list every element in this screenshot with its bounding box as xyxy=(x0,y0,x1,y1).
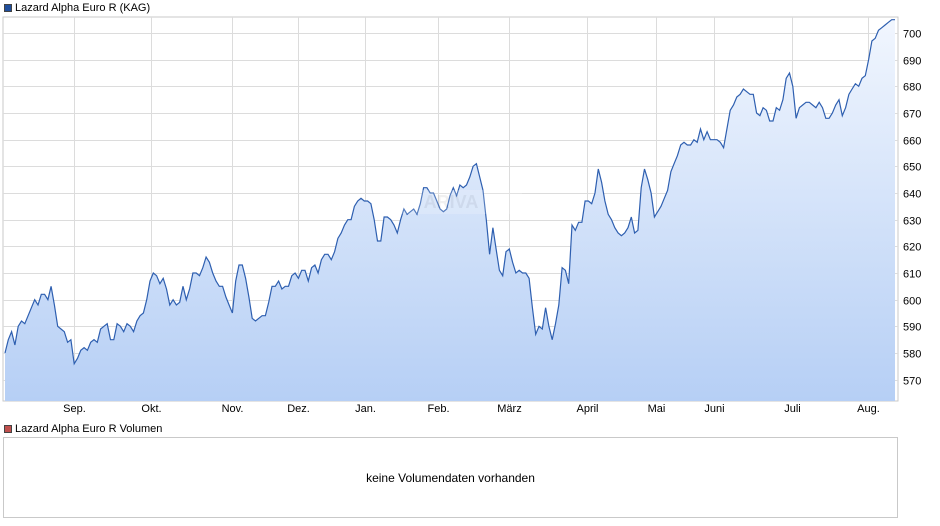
x-axis: Sep. Okt. Nov. Dez. Jan. Feb. März April Mai Juni… xyxy=(63,403,880,415)
x-tick-label: Juni xyxy=(704,403,724,415)
y-tick-label: 680 xyxy=(903,82,921,94)
y-tick-label: 660 xyxy=(903,136,921,148)
x-tick-label: Juli xyxy=(784,403,801,415)
x-tick-label: Feb. xyxy=(427,403,449,415)
x-tick-label: März xyxy=(497,403,521,415)
volume-legend: Lazard Alpha Euro R Volumen xyxy=(4,423,162,435)
price-legend: Lazard Alpha Euro R (KAG) xyxy=(4,2,150,14)
x-tick-label: Okt. xyxy=(141,403,161,415)
x-tick-label: Mai xyxy=(648,403,666,415)
y-tick-label: 650 xyxy=(903,162,921,174)
watermark-logo: ARIVA xyxy=(380,190,522,214)
x-tick-label: Aug. xyxy=(857,403,880,415)
volume-legend-label: Lazard Alpha Euro R Volumen xyxy=(15,423,163,435)
price-legend-label: Lazard Alpha Euro R (KAG) xyxy=(15,2,151,14)
price-line xyxy=(4,19,895,366)
y-tick-label: 630 xyxy=(903,216,921,228)
y-tick-label: 570 xyxy=(903,376,921,388)
volume-panel: keine Volumendaten vorhanden xyxy=(3,437,898,518)
x-tick-label: Dez. xyxy=(287,403,310,415)
volume-legend-swatch xyxy=(4,425,12,433)
y-tick-label: 610 xyxy=(903,269,921,281)
x-tick-label: Jan. xyxy=(355,403,376,415)
y-tick-label: 690 xyxy=(903,56,921,68)
y-tick-label: 620 xyxy=(903,242,921,254)
x-tick-label: Nov. xyxy=(222,403,244,415)
y-tick-label: 600 xyxy=(903,296,921,308)
price-legend-swatch xyxy=(4,4,12,12)
y-tick-label: 700 xyxy=(903,29,921,41)
y-tick-label: 640 xyxy=(903,189,921,201)
y-tick-label: 580 xyxy=(903,349,921,361)
y-tick-label: 590 xyxy=(903,322,921,334)
price-area-fill xyxy=(5,19,895,401)
x-tick-label: Sep. xyxy=(63,403,86,415)
volume-empty-message: keine Volumendaten vorhanden xyxy=(366,471,535,485)
svg-text:ARIVA: ARIVA xyxy=(424,192,479,212)
y-axis: 570 580 590 600 610 620 630 640 650 660 670 680 690 7… xyxy=(903,29,921,388)
y-tick-label: 670 xyxy=(903,109,921,121)
x-tick-label: April xyxy=(576,403,598,415)
